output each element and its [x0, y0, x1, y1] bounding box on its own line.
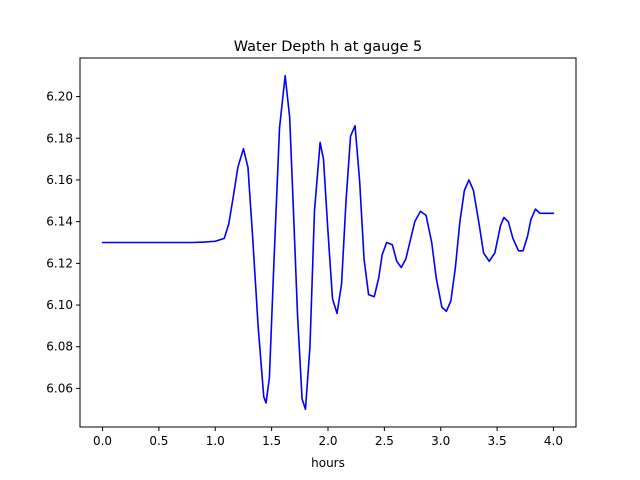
y-tick-label: 6.18: [46, 131, 73, 145]
x-tick-label: 4.0: [544, 434, 563, 448]
y-tick-label: 6.08: [46, 340, 73, 354]
y-tick-label: 6.06: [46, 381, 73, 395]
x-tick-label: 0.0: [93, 434, 112, 448]
x-tick-label: 2.5: [375, 434, 394, 448]
y-tick-label: 6.12: [46, 256, 73, 270]
y-tick-label: 6.16: [46, 173, 73, 187]
y-tick-label: 6.10: [46, 298, 73, 312]
series-line-0: [101, 74, 555, 411]
x-tick-label: 0.5: [149, 434, 168, 448]
x-tick-label: 2.0: [318, 434, 337, 448]
y-axis: 6.06 6.08 6.10 6.12 6.14 6.16 6.18 6.20: [46, 90, 80, 395]
x-axis-label: hours: [311, 456, 345, 470]
x-tick-label: 3.0: [431, 434, 450, 448]
y-tick-label: 6.20: [46, 90, 73, 104]
x-tick-label: 3.5: [488, 434, 507, 448]
x-tick-label: 1.0: [206, 434, 225, 448]
x-axis: 0.0 0.5 1.0 1.5 2.0 2.5 3.0 3.5 4.0: [93, 427, 563, 448]
y-tick-label: 6.14: [46, 215, 73, 229]
x-tick-label: 1.5: [262, 434, 281, 448]
chart-title: Water Depth h at gauge 5: [234, 39, 422, 55]
